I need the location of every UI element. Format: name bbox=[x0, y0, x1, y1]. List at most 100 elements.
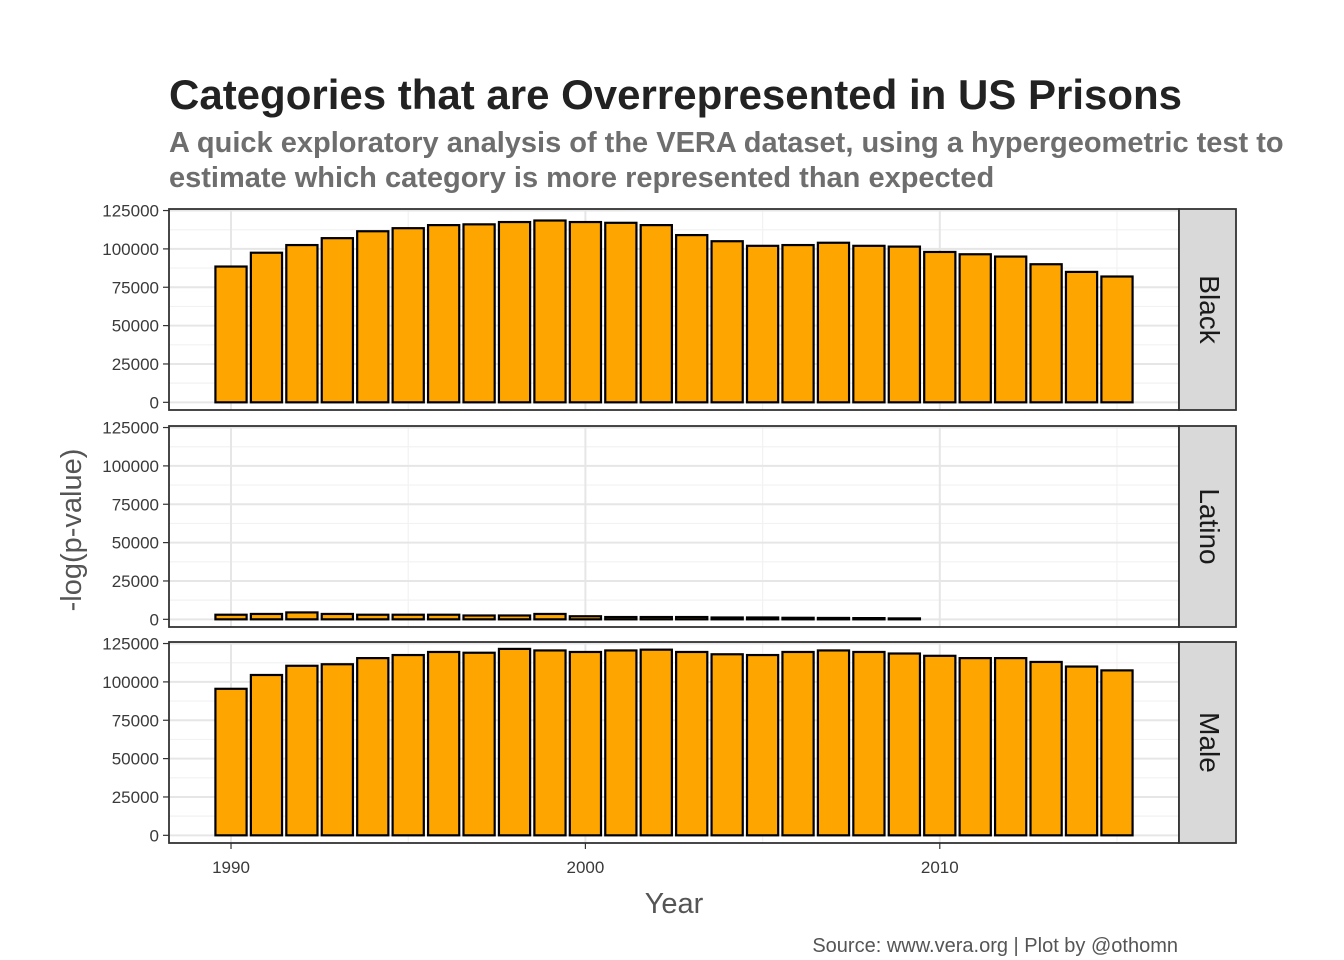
y-axis-title: -log(p-value) bbox=[56, 449, 88, 612]
facet-strip-black bbox=[1178, 208, 1237, 411]
bar-male-1994 bbox=[356, 657, 390, 837]
bar-latino-1999 bbox=[533, 612, 567, 621]
x-tick-label: 2000 bbox=[566, 858, 604, 877]
y-tick-label: 50000 bbox=[112, 317, 159, 336]
bar-male-1996 bbox=[426, 650, 461, 837]
facet-strip-latino bbox=[1178, 425, 1237, 628]
bar-black-2014 bbox=[1064, 270, 1099, 404]
y-tick-label: 0 bbox=[150, 393, 159, 412]
y-tick-label: 25000 bbox=[112, 572, 159, 591]
bar-black-1992 bbox=[285, 243, 319, 404]
bar-male-2011 bbox=[958, 657, 992, 837]
chart-subtitle-line-1: A quick exploratory analysis of the VERA… bbox=[169, 127, 1284, 159]
bar-male-2010 bbox=[923, 654, 957, 837]
bar-male-2004 bbox=[710, 653, 744, 837]
panel-male: 0 25000 50000 75000 100000 125000 Male bbox=[102, 635, 1237, 845]
bar-latino-2006 bbox=[781, 616, 815, 621]
bar-male-2003 bbox=[675, 650, 709, 837]
bar-latino-2004 bbox=[710, 616, 744, 621]
bar-male-2000 bbox=[568, 650, 603, 837]
facet-label-latino: Latino bbox=[1194, 488, 1225, 564]
bar-black-2001 bbox=[604, 221, 638, 404]
panel-latino: 0 25000 50000 75000 100000 125000 Latino bbox=[102, 419, 1237, 629]
bar-male-2008 bbox=[852, 650, 886, 837]
bar-latino-2003 bbox=[675, 615, 709, 621]
y-tick-label: 75000 bbox=[112, 495, 159, 514]
y-tick-label: 0 bbox=[150, 826, 159, 845]
bar-latino-2000 bbox=[568, 615, 603, 621]
bar-latino-2007 bbox=[816, 616, 851, 621]
bar-black-2009 bbox=[887, 245, 922, 404]
bar-black-1991 bbox=[249, 251, 284, 404]
bar-black-2011 bbox=[958, 253, 992, 404]
bar-latino-1994 bbox=[356, 613, 390, 621]
bar-black-2000 bbox=[568, 220, 603, 404]
y-tick-label: 100000 bbox=[102, 457, 159, 476]
bar-black-2007 bbox=[816, 241, 851, 404]
y-tick-label: 50000 bbox=[112, 750, 159, 769]
chart-subtitle-line-2: estimate which category is more represen… bbox=[169, 162, 994, 194]
bar-black-2013 bbox=[1029, 263, 1063, 404]
bar-latino-1993 bbox=[320, 612, 355, 621]
bar-black-1997 bbox=[462, 223, 496, 404]
bar-black-1993 bbox=[320, 237, 355, 404]
bar-male-1999 bbox=[533, 649, 567, 837]
bar-latino-2005 bbox=[745, 616, 780, 621]
bar-black-1996 bbox=[426, 224, 461, 404]
bar-latino-1990 bbox=[214, 613, 248, 621]
bar-latino-1996 bbox=[426, 613, 461, 621]
bar-male-2006 bbox=[781, 650, 815, 837]
panel-background bbox=[169, 426, 1179, 627]
bar-male-1991 bbox=[249, 673, 284, 837]
chart-title: Categories that are Overrepresented in U… bbox=[169, 71, 1182, 118]
bar-male-1992 bbox=[285, 664, 319, 837]
bar-latino-1995 bbox=[391, 613, 425, 621]
bar-latino-1997 bbox=[462, 614, 496, 621]
bar-male-2012 bbox=[993, 657, 1028, 837]
chart-caption: Source: www.vera.org | Plot by @othomn bbox=[812, 935, 1178, 957]
bar-black-2004 bbox=[710, 240, 744, 404]
bar-male-2007 bbox=[816, 649, 851, 837]
y-tick-label: 125000 bbox=[102, 202, 159, 221]
bar-black-2012 bbox=[993, 255, 1028, 404]
y-tick-label: 0 bbox=[150, 610, 159, 629]
x-tick-label: 1990 bbox=[212, 858, 250, 877]
bar-male-1990 bbox=[214, 687, 248, 837]
bar-male-1998 bbox=[497, 647, 532, 837]
bar-black-1999 bbox=[533, 219, 567, 404]
bar-male-1995 bbox=[391, 653, 425, 837]
bar-latino-2009 bbox=[887, 617, 922, 621]
facet-label-black: Black bbox=[1194, 275, 1225, 344]
y-tick-label: 75000 bbox=[112, 711, 159, 730]
bar-male-2013 bbox=[1029, 660, 1063, 837]
bar-male-2009 bbox=[887, 652, 922, 837]
bar-latino-2001 bbox=[604, 615, 638, 621]
bar-black-2005 bbox=[745, 244, 780, 404]
bar-black-2002 bbox=[639, 224, 673, 404]
bar-black-2015 bbox=[1100, 275, 1134, 404]
x-tick-label: 2010 bbox=[921, 858, 959, 877]
panel-background bbox=[169, 642, 1179, 843]
y-tick-label: 125000 bbox=[102, 419, 159, 438]
bar-black-1998 bbox=[497, 220, 532, 404]
panel-black: 0 25000 50000 75000 100000 125000 Black bbox=[102, 202, 1237, 412]
y-tick-label: 100000 bbox=[102, 240, 159, 259]
bar-male-2014 bbox=[1064, 665, 1099, 837]
bar-male-1993 bbox=[320, 663, 355, 837]
x-axis-title: Year bbox=[645, 888, 704, 920]
y-tick-label: 125000 bbox=[102, 635, 159, 654]
bar-black-2003 bbox=[675, 233, 709, 404]
facet-label-male: Male bbox=[1194, 712, 1225, 773]
facet-strip-male bbox=[1178, 641, 1237, 844]
bar-black-1990 bbox=[214, 265, 248, 404]
bar-latino-2002 bbox=[639, 615, 673, 621]
bar-male-2001 bbox=[604, 649, 638, 837]
bar-black-2008 bbox=[852, 244, 886, 404]
bar-latino-1991 bbox=[249, 612, 284, 621]
bar-latino-1998 bbox=[497, 614, 532, 621]
x-axis: 1990 2000 2010 bbox=[212, 843, 959, 877]
bar-male-2005 bbox=[745, 653, 780, 837]
panel-background bbox=[169, 209, 1179, 410]
y-tick-label: 100000 bbox=[102, 673, 159, 692]
